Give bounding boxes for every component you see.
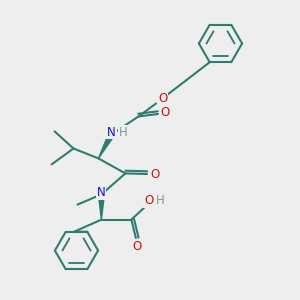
- Text: O: O: [132, 239, 141, 253]
- Text: H: H: [155, 194, 164, 208]
- Text: O: O: [144, 194, 153, 208]
- Text: O: O: [160, 106, 169, 119]
- Polygon shape: [98, 194, 104, 220]
- Text: O: O: [150, 167, 159, 181]
- Text: H: H: [118, 125, 127, 139]
- Text: N: N: [107, 125, 116, 139]
- Text: N: N: [97, 186, 106, 200]
- Polygon shape: [98, 133, 114, 158]
- Text: O: O: [158, 92, 167, 105]
